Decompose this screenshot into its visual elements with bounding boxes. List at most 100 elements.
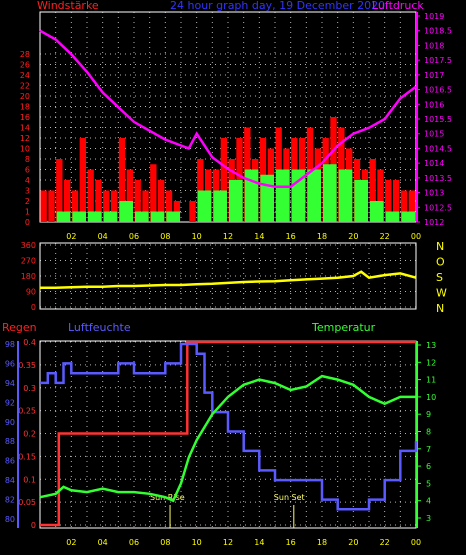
wind-gust-bar — [71, 190, 79, 222]
climate-x-tick-label: 16 — [286, 538, 296, 547]
wind-gust-bar — [111, 190, 118, 222]
pressure-y-tick-label: 1017 — [424, 71, 444, 80]
direction-y-tick-label: 90 — [26, 288, 36, 297]
wind-gust-bar — [87, 169, 94, 222]
climate-x-tick-label: 20 — [348, 538, 358, 547]
wind-average-bar — [88, 211, 102, 222]
wind-gust-bar — [158, 180, 165, 222]
wind-x-tick-label: 04 — [98, 232, 108, 241]
wind-title: 24 hour graph day, 19 December 2020 — [170, 0, 385, 12]
rain-y-tick-label: 0.25 — [18, 407, 36, 416]
temperature-y-tick-label: 12 — [426, 358, 436, 367]
wind-gust-bar — [64, 180, 71, 222]
pressure-y-tick-label: 1012 — [424, 218, 444, 227]
climate-x-tick-label: 12 — [223, 538, 233, 547]
temperature-line — [39, 374, 416, 503]
temperature-y-tick-label: 5 — [426, 479, 431, 488]
wind-gust-bar — [408, 190, 415, 222]
pressure-y-tick-label: 1015.5 — [424, 115, 452, 124]
wind-average-bar — [307, 169, 321, 222]
wind-gust-bar — [40, 190, 47, 222]
humidity-y-tick-label: 84 — [5, 476, 15, 485]
pressure-y-tick-label: 1013 — [424, 189, 444, 198]
humidity-ylabel: Luftfeuchte — [68, 321, 131, 334]
wind-panel: 01234681012141618202224262810121012.5101… — [20, 11, 452, 241]
wind-average-bar — [323, 164, 337, 222]
pressure-ylabel: Luftdruck — [372, 0, 424, 12]
wind-y-tick-label: 28 — [20, 50, 30, 59]
wind-gust-bar — [95, 180, 102, 222]
pressure-y-tick-label: 1016 — [424, 100, 444, 109]
wind-average-bar — [276, 169, 290, 222]
wind-y-tick-label: 4 — [25, 176, 30, 185]
wind-ylabel: Windstärke — [37, 0, 99, 12]
wind-x-tick-label: 00 — [411, 232, 421, 241]
wind-gust-bar — [400, 190, 408, 222]
humidity-y-tick-label: 90 — [5, 418, 15, 427]
wind-x-tick-label: 12 — [223, 232, 233, 241]
temperature-y-tick-label: 6 — [426, 462, 431, 471]
wind-average-bar — [370, 201, 384, 222]
humidity-y-tick-label: 92 — [5, 398, 15, 407]
wind-x-tick-label: 14 — [254, 232, 264, 241]
rain-y-tick-label: 0.4 — [23, 338, 36, 347]
rain-y-tick-label: 0.05 — [18, 498, 36, 507]
climate-x-tick-label: 06 — [129, 538, 139, 547]
temperature-y-tick-label: 10 — [426, 393, 436, 402]
pressure-y-tick-label: 1014.5 — [424, 144, 452, 153]
wind-average-bar — [229, 180, 243, 222]
temperature-y-tick-label: 3 — [426, 514, 431, 523]
wind-y-tick-label: 8 — [25, 155, 30, 164]
wind-y-tick-label: 3 — [25, 187, 30, 196]
pressure-y-tick-label: 1018.5 — [424, 27, 452, 36]
temperature-y-tick-label: 13 — [426, 341, 436, 350]
pressure-y-tick-label: 1013.5 — [424, 174, 452, 183]
wind-average-bar — [260, 174, 274, 222]
wind-y-tick-label: 18 — [20, 103, 30, 112]
wind-average-bar — [135, 211, 149, 222]
climate-x-tick-label: 18 — [317, 538, 327, 547]
direction-compass-label: O — [436, 256, 445, 269]
climate-x-tick-label: 00 — [411, 538, 421, 547]
direction-compass-label: N — [436, 240, 444, 253]
wind-x-tick-label: 08 — [160, 232, 170, 241]
wind-x-tick-label: 06 — [129, 232, 139, 241]
rain-y-tick-label: 0.15 — [18, 452, 36, 461]
wind-average-bar — [354, 180, 368, 222]
wind-average-bar — [119, 201, 133, 222]
temperature-y-tick-label: 8 — [426, 428, 431, 437]
rain-y-tick-label: 0 — [31, 521, 36, 530]
wind-y-tick-label: 14 — [20, 124, 30, 133]
temperature-y-tick-label: 9 — [426, 410, 431, 419]
temperature-y-tick-label: 7 — [426, 445, 431, 454]
temperature-y-tick-label: 11 — [426, 376, 436, 385]
direction-y-tick-label: 0 — [31, 303, 36, 312]
wind-gust-bar — [377, 169, 384, 222]
wind-y-tick-label: 20 — [20, 92, 30, 101]
wind-gust-bar — [150, 164, 157, 222]
humidity-y-tick-label: 86 — [5, 457, 15, 466]
wind-gust-bar — [103, 190, 110, 222]
humidity-y-tick-label: 80 — [5, 515, 15, 524]
climate-x-tick-label: 10 — [192, 538, 202, 547]
wind-y-tick-label: 26 — [20, 61, 30, 70]
direction-plot-frame — [39, 242, 417, 310]
wind-x-tick-label: 20 — [348, 232, 358, 241]
wind-gust-bar — [369, 159, 376, 222]
wind-average-bar — [385, 211, 400, 222]
humidity-line — [40, 342, 418, 511]
direction-compass-label: W — [436, 287, 447, 300]
wind-average-bar — [338, 169, 353, 222]
wind-average-bar — [166, 211, 180, 222]
direction-panel: 0 N 90 W 180 S 270 O 360 N — [21, 240, 447, 315]
sun-annotation-label: Sun Set — [274, 493, 305, 502]
climate-x-tick-label: 22 — [380, 538, 390, 547]
wind-average-bar — [150, 211, 165, 222]
pressure-y-tick-label: 1016.5 — [424, 86, 452, 95]
wind-y-tick-label: 6 — [25, 166, 30, 175]
climate-x-tick-label: 04 — [98, 538, 108, 547]
rain-line — [40, 340, 416, 527]
wind-y-tick-label: 2 — [25, 197, 30, 206]
rain-y-tick-label: 0.35 — [18, 361, 36, 370]
